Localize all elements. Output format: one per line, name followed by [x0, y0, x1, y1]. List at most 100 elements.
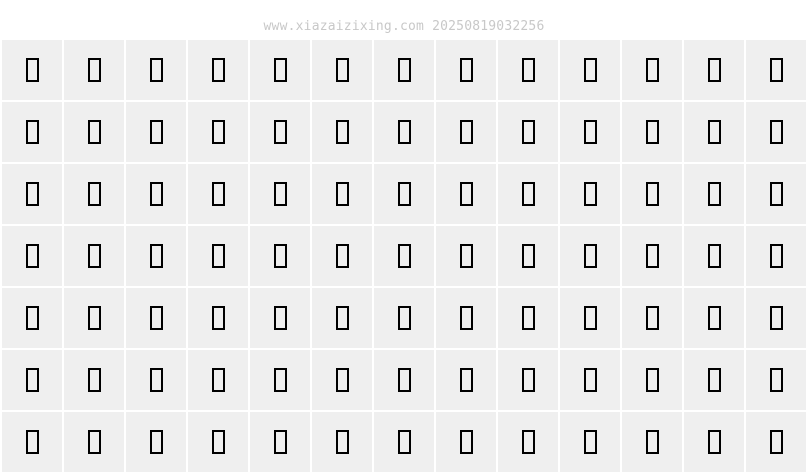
missing-glyph-icon	[459, 306, 473, 330]
glyph-cell	[746, 226, 806, 286]
glyph-cell	[436, 288, 496, 348]
missing-glyph-icon	[87, 306, 101, 330]
missing-glyph-icon	[273, 120, 287, 144]
glyph-cell	[684, 226, 744, 286]
missing-glyph-icon	[769, 368, 783, 392]
glyph-cell	[374, 288, 434, 348]
missing-glyph-icon	[459, 182, 473, 206]
missing-glyph-icon	[707, 244, 721, 268]
missing-glyph-icon	[25, 430, 39, 454]
glyph-cell	[622, 288, 682, 348]
glyph-cell	[746, 412, 806, 472]
glyph-cell	[250, 350, 310, 410]
glyph-cell	[64, 164, 124, 224]
missing-glyph-icon	[335, 182, 349, 206]
glyph-cell	[2, 288, 62, 348]
missing-glyph-icon	[25, 368, 39, 392]
missing-glyph-icon	[397, 368, 411, 392]
glyph-cell	[188, 40, 248, 100]
missing-glyph-icon	[211, 58, 225, 82]
missing-glyph-icon	[273, 368, 287, 392]
glyph-cell	[374, 164, 434, 224]
missing-glyph-icon	[149, 244, 163, 268]
glyph-cell	[436, 102, 496, 162]
glyph-cell	[2, 412, 62, 472]
glyph-cell	[560, 226, 620, 286]
missing-glyph-icon	[335, 244, 349, 268]
glyph-cell	[746, 40, 806, 100]
missing-glyph-icon	[273, 306, 287, 330]
missing-glyph-icon	[335, 58, 349, 82]
glyph-cell	[436, 40, 496, 100]
missing-glyph-icon	[335, 306, 349, 330]
missing-glyph-icon	[149, 120, 163, 144]
glyph-cell	[498, 350, 558, 410]
missing-glyph-icon	[273, 244, 287, 268]
glyph-cell	[498, 288, 558, 348]
watermark: www.xiazaizixing.com 20250819032256	[263, 19, 545, 34]
glyph-cell	[126, 350, 186, 410]
glyph-cell	[684, 350, 744, 410]
missing-glyph-icon	[645, 430, 659, 454]
missing-glyph-icon	[149, 58, 163, 82]
glyph-cell	[498, 40, 558, 100]
missing-glyph-icon	[397, 244, 411, 268]
missing-glyph-icon	[459, 58, 473, 82]
glyph-cell	[622, 40, 682, 100]
missing-glyph-icon	[769, 306, 783, 330]
missing-glyph-icon	[459, 430, 473, 454]
glyph-cell	[622, 412, 682, 472]
glyph-cell	[746, 350, 806, 410]
glyph-cell	[250, 412, 310, 472]
glyph-cell	[684, 412, 744, 472]
missing-glyph-icon	[211, 430, 225, 454]
missing-glyph-icon	[521, 306, 535, 330]
glyph-cell	[560, 102, 620, 162]
missing-glyph-icon	[583, 430, 597, 454]
glyph-cell	[374, 350, 434, 410]
missing-glyph-icon	[459, 120, 473, 144]
missing-glyph-icon	[335, 120, 349, 144]
glyph-cell	[64, 40, 124, 100]
missing-glyph-icon	[25, 182, 39, 206]
glyph-cell	[188, 164, 248, 224]
glyph-cell	[64, 226, 124, 286]
glyph-cell	[498, 412, 558, 472]
missing-glyph-icon	[583, 306, 597, 330]
glyph-cell	[312, 412, 372, 472]
glyph-cell	[684, 164, 744, 224]
missing-glyph-icon	[25, 58, 39, 82]
missing-glyph-icon	[707, 182, 721, 206]
missing-glyph-icon	[769, 182, 783, 206]
glyph-cell	[498, 164, 558, 224]
missing-glyph-icon	[583, 182, 597, 206]
missing-glyph-icon	[583, 368, 597, 392]
glyph-cell	[64, 102, 124, 162]
missing-glyph-icon	[521, 182, 535, 206]
glyph-cell	[312, 350, 372, 410]
missing-glyph-icon	[707, 306, 721, 330]
glyph-cell	[374, 226, 434, 286]
missing-glyph-icon	[521, 430, 535, 454]
glyph-cell	[312, 102, 372, 162]
missing-glyph-icon	[211, 244, 225, 268]
missing-glyph-icon	[149, 430, 163, 454]
glyph-cell	[436, 350, 496, 410]
missing-glyph-icon	[645, 306, 659, 330]
glyph-cell	[188, 412, 248, 472]
glyph-cell	[560, 350, 620, 410]
glyph-cell	[2, 102, 62, 162]
missing-glyph-icon	[87, 58, 101, 82]
missing-glyph-icon	[707, 368, 721, 392]
glyph-cell	[188, 102, 248, 162]
missing-glyph-icon	[87, 430, 101, 454]
glyph-cell	[2, 226, 62, 286]
glyph-cell	[250, 226, 310, 286]
glyph-cell	[126, 102, 186, 162]
glyph-cell	[250, 102, 310, 162]
missing-glyph-icon	[25, 120, 39, 144]
glyph-cell	[64, 350, 124, 410]
missing-glyph-icon	[707, 58, 721, 82]
missing-glyph-icon	[397, 182, 411, 206]
missing-glyph-icon	[211, 368, 225, 392]
